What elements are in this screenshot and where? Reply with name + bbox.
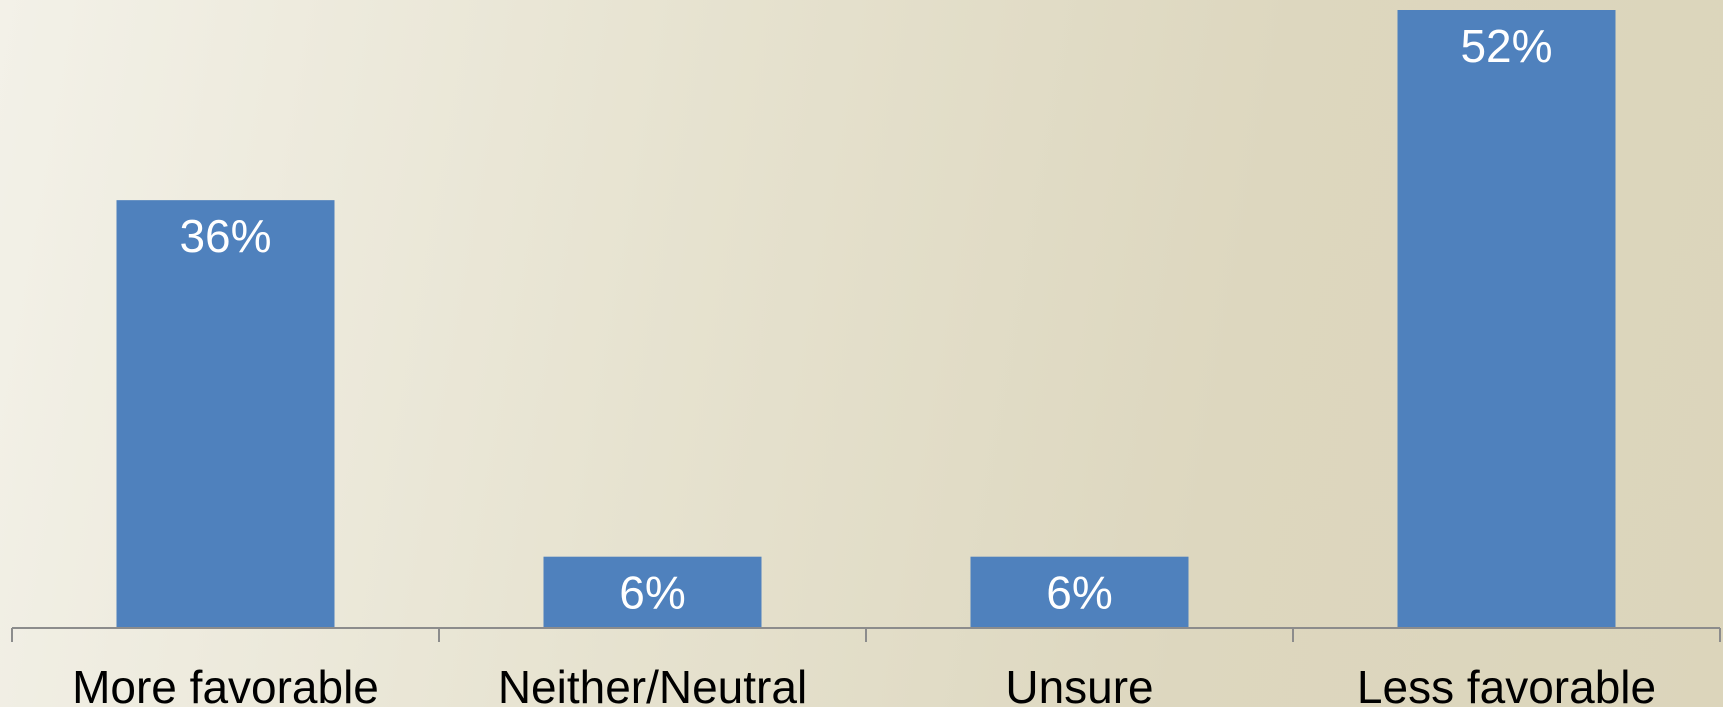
- bars-group: [116, 10, 1616, 628]
- bar-unsure: [970, 556, 1189, 628]
- data-label: 6%: [1046, 567, 1112, 619]
- data-label: 52%: [1460, 20, 1552, 72]
- category-label: Less favorable: [1357, 661, 1656, 707]
- data-label: 6%: [619, 567, 685, 619]
- bar-neither-neutral: [543, 556, 762, 628]
- category-label: Unsure: [1005, 661, 1153, 707]
- labels-group: 36% More favorable 6% Neither/Neutral 6% Unsu…: [72, 20, 1656, 707]
- category-label: Neither/Neutral: [498, 661, 807, 707]
- bar-more-favorable: [116, 200, 335, 628]
- bar-less-favorable: [1397, 10, 1616, 628]
- x-axis: [11, 627, 1721, 642]
- data-label: 36%: [179, 210, 271, 262]
- category-label: More favorable: [72, 661, 379, 707]
